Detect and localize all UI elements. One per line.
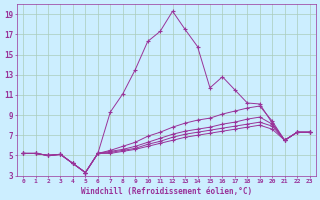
X-axis label: Windchill (Refroidissement éolien,°C): Windchill (Refroidissement éolien,°C) (81, 187, 252, 196)
